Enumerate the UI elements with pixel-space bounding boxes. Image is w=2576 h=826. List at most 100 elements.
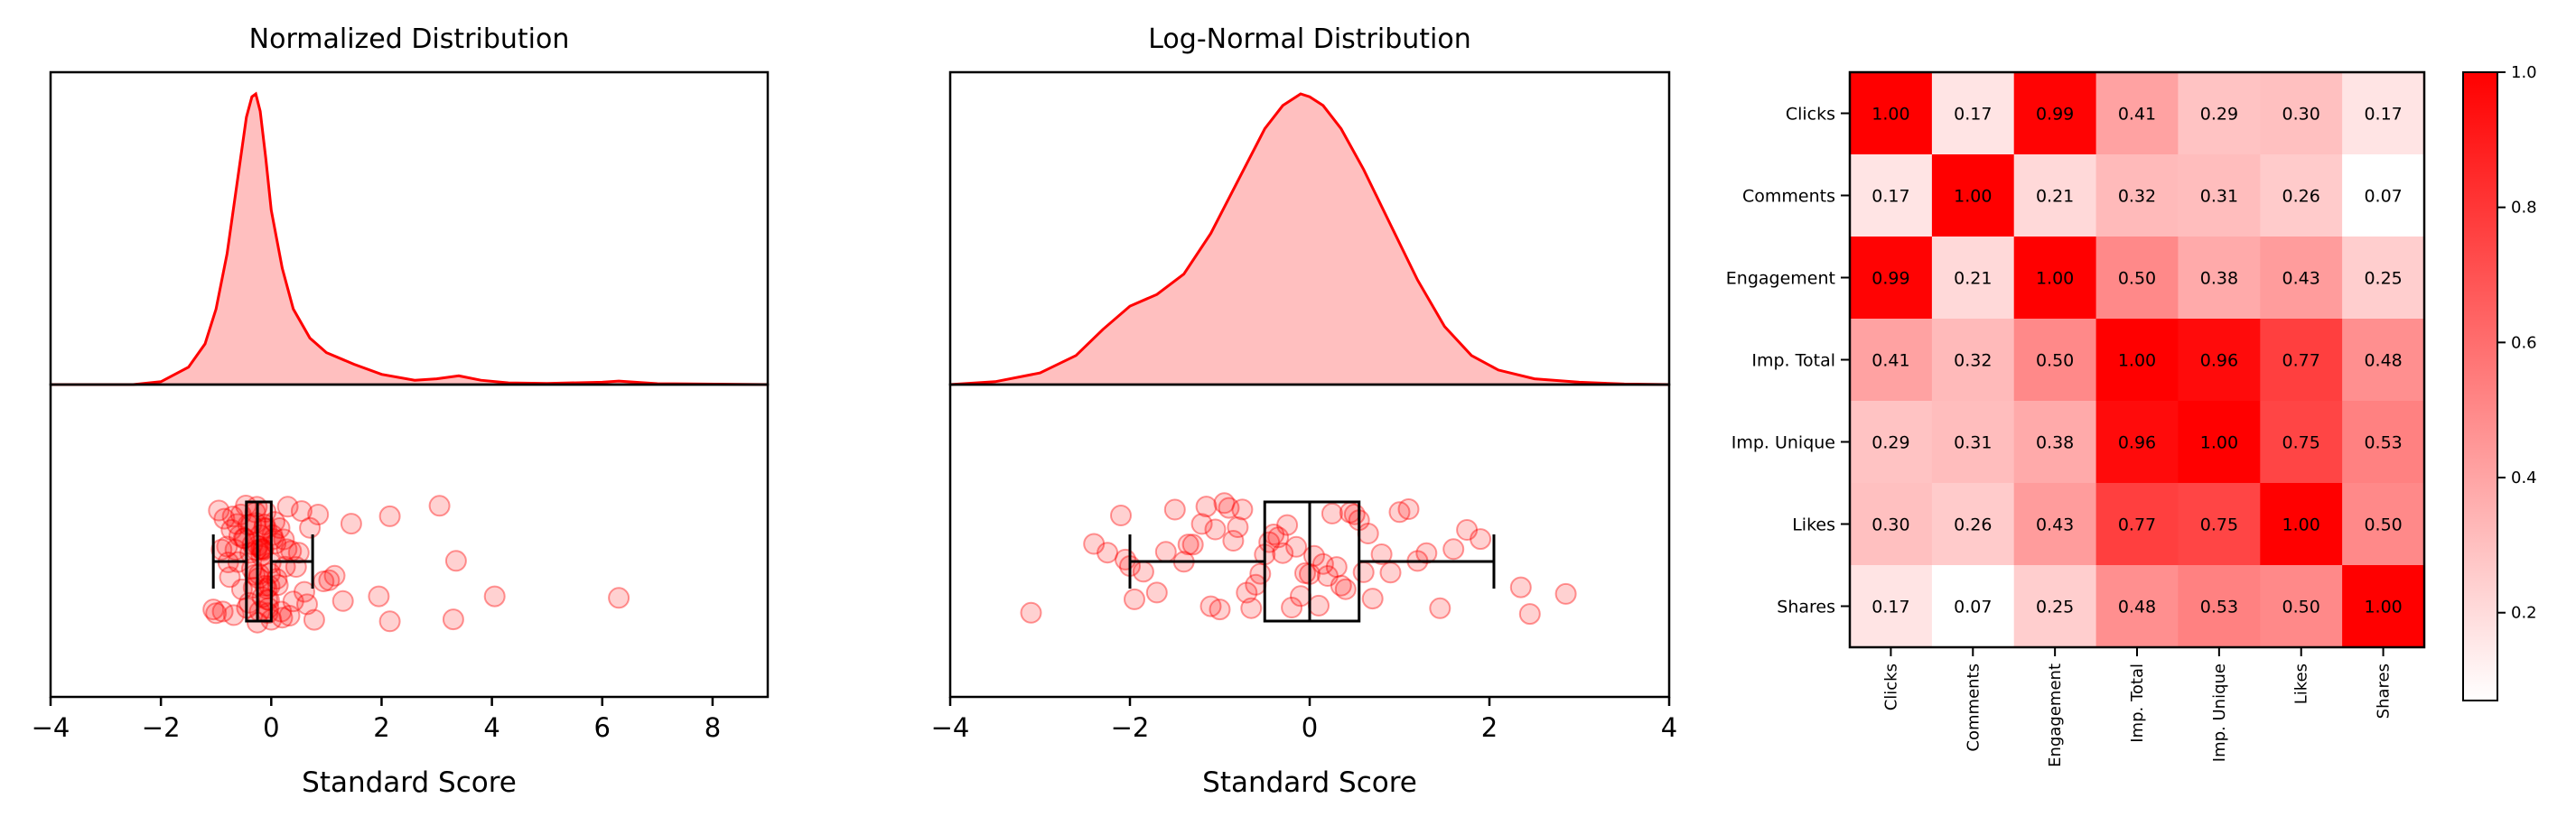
data-point bbox=[1231, 498, 1254, 521]
heatmap-cell-label: 0.17 bbox=[1954, 105, 1992, 125]
heatmap-cell-label: 0.26 bbox=[1954, 515, 1992, 535]
heatmap-cell-label: 1.00 bbox=[2364, 598, 2402, 617]
data-point bbox=[210, 538, 233, 561]
data-point bbox=[318, 569, 341, 591]
data-point bbox=[258, 575, 281, 598]
log-normal-distribution-panel: Log-Normal Distribution −4 −2 0 2 4 Standard… bbox=[931, 23, 1678, 799]
y-tick-label: Likes bbox=[1792, 515, 1835, 535]
data-point bbox=[275, 538, 298, 561]
data-point bbox=[483, 585, 506, 608]
data-point bbox=[208, 499, 230, 522]
x-tick-label: 0 bbox=[1302, 712, 1318, 743]
heatmap-cell-label: 0.77 bbox=[2118, 515, 2156, 535]
x-tick-label: −4 bbox=[32, 712, 70, 743]
heatmap-cell bbox=[2178, 72, 2261, 155]
x-tick-label: Shares bbox=[2375, 664, 2394, 719]
heatmap-cell-label: 0.26 bbox=[2282, 187, 2320, 207]
kde-fill bbox=[950, 94, 1669, 385]
data-point bbox=[216, 535, 238, 558]
heatmap-cell bbox=[2095, 237, 2179, 320]
data-point bbox=[1181, 534, 1204, 556]
heatmap-cell bbox=[2013, 72, 2097, 155]
heatmap-cell bbox=[2178, 565, 2261, 648]
heatmap-cell bbox=[2342, 72, 2425, 155]
x-tick-label: Likes bbox=[2292, 664, 2311, 704]
data-point bbox=[1020, 601, 1042, 624]
heatmap-cell-label: 0.50 bbox=[2282, 598, 2320, 617]
data-point bbox=[213, 507, 236, 530]
data-point bbox=[253, 516, 275, 539]
kde-line bbox=[51, 91, 769, 386]
data-point bbox=[268, 517, 291, 539]
data-point bbox=[1518, 603, 1541, 626]
normalized-distribution-panel: Normalized Distribution −4 −2 0 2 4 6 8 Standa… bbox=[32, 23, 770, 799]
x-tick-label: 2 bbox=[1481, 712, 1498, 743]
heatmap-cell-label: 1.00 bbox=[2036, 269, 2074, 289]
heatmap-cell bbox=[2178, 154, 2261, 237]
heatmap-cell-label: 0.43 bbox=[2282, 269, 2320, 289]
heatmap-cell-label: 0.48 bbox=[2118, 598, 2156, 617]
heatmap-cell-label: 0.17 bbox=[1871, 598, 1909, 617]
heatmap-cell bbox=[1850, 401, 1933, 484]
data-point bbox=[1456, 519, 1479, 541]
data-point bbox=[1240, 597, 1263, 619]
data-point bbox=[287, 542, 310, 564]
data-point bbox=[278, 605, 301, 626]
data-point bbox=[1415, 542, 1438, 564]
heatmap-cell bbox=[1850, 237, 1933, 320]
y-tick-label: Shares bbox=[1777, 598, 1835, 617]
data-point bbox=[238, 591, 260, 614]
heatmap-cell bbox=[1850, 319, 1933, 402]
data-point bbox=[1554, 582, 1577, 605]
heatmap-cell-label: 0.50 bbox=[2364, 515, 2402, 535]
data-point bbox=[299, 516, 322, 539]
heatmap-cell-label: 0.96 bbox=[2118, 433, 2156, 453]
data-point bbox=[1330, 574, 1352, 597]
data-point bbox=[1209, 599, 1231, 621]
heatmap-cell bbox=[1931, 237, 2015, 320]
colorbar-tick-label: 0.4 bbox=[2511, 469, 2537, 487]
data-point bbox=[1509, 576, 1532, 599]
data-point bbox=[219, 566, 241, 589]
heatmap-cell bbox=[2095, 319, 2179, 402]
data-point bbox=[221, 506, 244, 528]
data-point bbox=[244, 563, 266, 586]
data-point bbox=[1357, 523, 1379, 544]
box-iqr bbox=[1263, 500, 1361, 623]
data-point bbox=[282, 590, 304, 613]
data-point bbox=[273, 528, 295, 551]
data-point bbox=[1321, 502, 1343, 524]
data-point bbox=[1361, 588, 1384, 610]
heatmap-cell-label: 0.21 bbox=[1954, 269, 1992, 289]
data-point bbox=[1308, 594, 1330, 617]
heatmap-cell-label: 0.50 bbox=[2036, 351, 2074, 371]
data-point bbox=[1154, 541, 1177, 563]
heatmap-cell-label: 0.31 bbox=[2200, 187, 2238, 207]
data-point bbox=[257, 589, 280, 611]
data-point bbox=[1236, 581, 1258, 604]
heatmap-cell bbox=[2178, 483, 2261, 566]
data-point bbox=[378, 505, 401, 527]
heatmap-cell bbox=[2178, 237, 2261, 320]
heatmap-cell-label: 1.00 bbox=[1871, 105, 1909, 125]
data-point bbox=[1272, 542, 1294, 564]
x-tick-label: Engagement bbox=[2046, 664, 2065, 767]
heatmap-cell-label: 0.21 bbox=[2036, 187, 2074, 207]
data-point bbox=[1325, 556, 1348, 579]
heatmap-cell-label: 0.38 bbox=[2036, 433, 2074, 453]
heatmap-cell bbox=[2095, 483, 2179, 566]
heatmap-cell-label: 0.29 bbox=[2200, 105, 2238, 125]
data-point bbox=[1429, 597, 1451, 619]
heatmap-cell bbox=[2095, 154, 2179, 237]
data-point bbox=[1281, 597, 1303, 618]
data-point bbox=[228, 524, 250, 547]
data-point bbox=[442, 608, 464, 631]
x-tick-label: 8 bbox=[705, 712, 721, 743]
heatmap-cell-label: 0.77 bbox=[2282, 351, 2320, 371]
heatmap-cell bbox=[2260, 154, 2343, 237]
heatmap-cell-label: 0.50 bbox=[2118, 269, 2156, 289]
data-point bbox=[296, 593, 318, 616]
colorbar-tick-label: 1.0 bbox=[2511, 63, 2537, 82]
x-tick-label: −2 bbox=[1111, 712, 1150, 743]
data-point bbox=[368, 585, 390, 608]
